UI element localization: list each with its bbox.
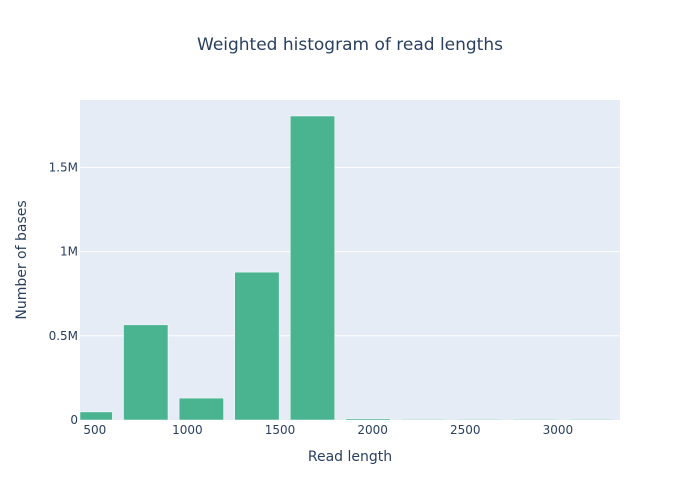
y-axis-title: Number of bases	[14, 200, 30, 319]
y-tick-label: 0	[70, 413, 78, 427]
x-axis-title: Read length	[308, 449, 392, 465]
x-tick-label: 3000	[543, 423, 574, 437]
y-axis-ticks: 0 0.5M 1M 1.5M	[49, 160, 78, 427]
histogram-bar	[456, 418, 502, 421]
histogram-bar	[234, 271, 280, 421]
y-tick-label: 1M	[60, 245, 78, 259]
bars	[79, 115, 613, 421]
plot-background	[80, 100, 620, 420]
x-axis-ticks: 500 1000 1500 2000 2500 3000	[83, 423, 573, 437]
histogram-bar	[567, 418, 613, 421]
histogram-bar	[512, 418, 558, 421]
histogram-bar	[401, 418, 447, 421]
y-tick-label: 0.5M	[49, 329, 78, 343]
histogram-bar	[123, 324, 169, 421]
x-tick-label: 500	[83, 423, 106, 437]
histogram-bar	[290, 115, 335, 421]
y-grid-lines	[80, 166, 620, 337]
chart-title: Weighted histogram of read lengths	[197, 35, 503, 55]
y-tick-label: 1.5M	[49, 160, 78, 174]
histogram-bar	[178, 397, 224, 421]
x-tick-label: 1500	[265, 423, 296, 437]
x-tick-label: 2500	[450, 423, 481, 437]
x-tick-label: 2000	[357, 423, 388, 437]
histogram-bar	[345, 418, 391, 421]
histogram-bar	[79, 411, 113, 421]
x-tick-label: 1000	[172, 423, 203, 437]
